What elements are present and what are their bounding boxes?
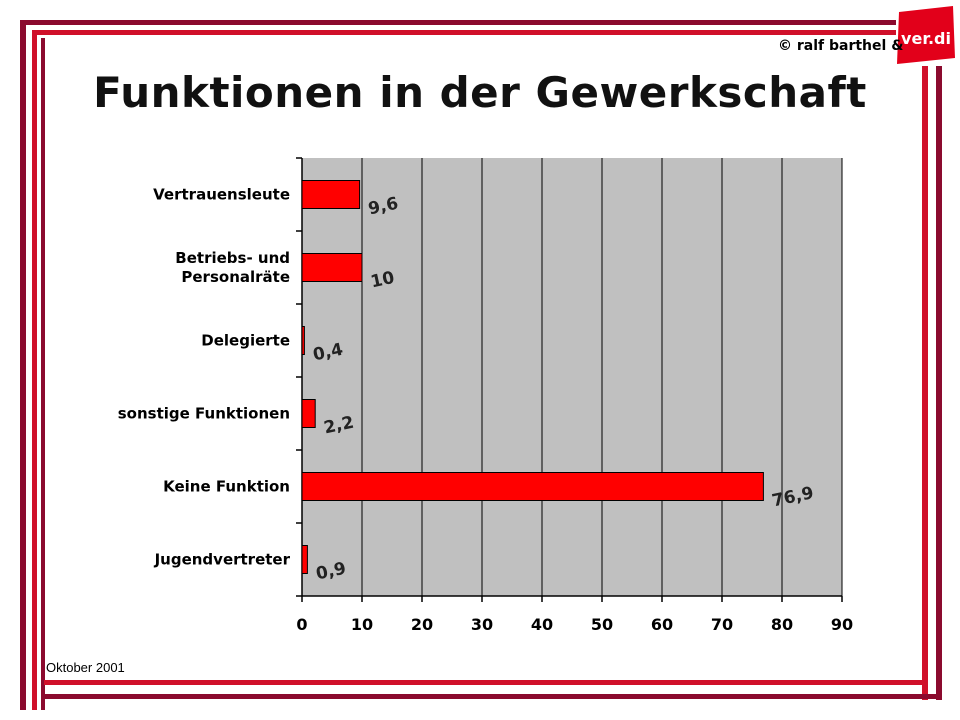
x-tick-label: 40 — [531, 615, 553, 634]
bar-4 — [301, 472, 764, 501]
frame-line-top-dark — [20, 20, 896, 25]
verdi-logo-text: ver.di — [901, 29, 951, 48]
frame-line-right-dark — [936, 66, 942, 700]
bar-2 — [301, 326, 305, 355]
frame-line-right-red — [922, 66, 928, 700]
bar-3 — [301, 399, 316, 428]
bar-1 — [301, 253, 363, 282]
category-label: Jugendvertreter — [154, 551, 291, 569]
category-label: Betriebs- und — [175, 249, 290, 267]
x-tick-label: 70 — [711, 615, 733, 634]
frame-line-left-red — [32, 30, 37, 710]
category-label: Vertrauensleute — [153, 186, 290, 204]
bar-5 — [301, 545, 308, 574]
category-label: Delegierte — [201, 332, 290, 350]
x-tick-label: 90 — [831, 615, 853, 634]
x-tick-label: 60 — [651, 615, 673, 634]
frame-line-bottom-red — [44, 680, 928, 685]
copyright-text: © ralf barthel & — [778, 38, 904, 54]
footer-date: Oktober 2001 — [46, 660, 125, 675]
category-label: Personalräte — [181, 268, 290, 286]
x-tick-label: 30 — [471, 615, 493, 634]
bar-0 — [301, 180, 361, 209]
category-label: sonstige Funktionen — [118, 405, 290, 423]
x-tick-label: 10 — [351, 615, 373, 634]
category-label: Keine Funktion — [163, 478, 290, 496]
x-tick-label: 20 — [411, 615, 433, 634]
frame-line-left-dark — [20, 20, 26, 710]
frame-line-left-inner — [41, 38, 45, 710]
verdi-logo: ver.di — [897, 6, 955, 64]
x-tick-label: 80 — [771, 615, 793, 634]
x-tick-label: 50 — [591, 615, 613, 634]
plot-area — [302, 158, 842, 596]
x-tick-label: 0 — [296, 615, 307, 634]
frame-line-top-red — [32, 30, 896, 35]
page-title: Funktionen in der Gewerkschaft — [93, 68, 867, 117]
frame-line-bottom-dark — [44, 694, 942, 699]
data-label: 10 — [369, 268, 396, 293]
